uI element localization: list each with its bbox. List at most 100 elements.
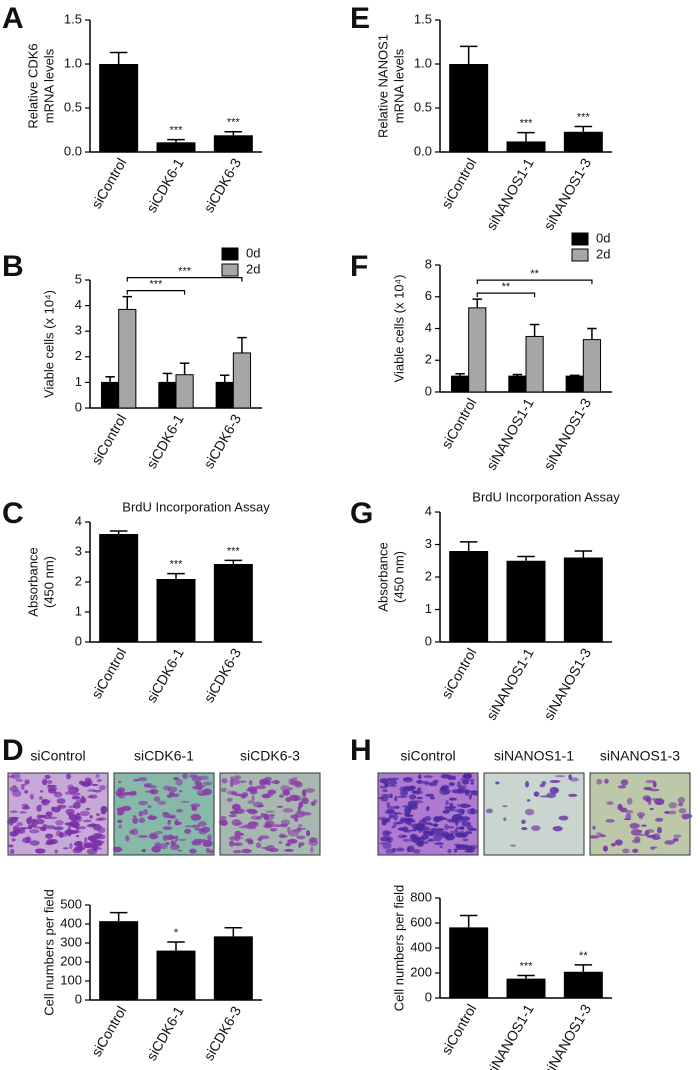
bar [450,375,470,393]
legend-swatch [221,247,239,261]
y-axis-label: Viable cells (x 10⁴) [391,275,406,383]
cell [219,816,227,819]
cell [410,829,417,832]
cell [622,848,630,854]
cell [229,840,235,847]
cell [53,791,63,798]
cell [463,772,472,780]
cell [394,795,398,802]
y-tick-label: 800 [410,889,432,904]
x-tick-label: siCDK6-1 [143,1003,187,1063]
cell [182,773,188,779]
cell [464,831,473,835]
cell [125,835,130,842]
cell [632,848,639,853]
y-tick-label: 2 [425,568,432,583]
y-tick-label: 6 [425,288,432,303]
cell [402,777,412,781]
cell [247,839,254,845]
y-axis-label: Relative NANOS1 [375,34,390,138]
cell [8,816,20,819]
cell [174,835,179,842]
cell [433,832,444,836]
cell [440,774,451,779]
cell [117,790,125,797]
cell [265,810,275,813]
y-axis-label: Absorbance [25,547,40,616]
cell [80,796,87,804]
cell [36,819,45,825]
cell [272,824,282,828]
cell [620,779,629,786]
cell [449,830,455,835]
cell [383,818,389,822]
y-tick-label: 5 [75,271,82,286]
cell [46,825,56,830]
y-tick-label: 1 [75,603,82,618]
x-tick-label: siControl [438,395,479,451]
cell [230,791,237,796]
cell [202,842,212,847]
cell [460,803,470,809]
cell [399,818,411,823]
cell [137,777,148,782]
cell [397,795,408,798]
cell [444,805,448,810]
bar [525,335,544,393]
significance-label: ** [502,281,511,293]
x-tick-label: siNANOS1-1 [483,395,537,473]
bar [506,560,546,642]
cell [34,848,46,854]
cell [138,800,148,806]
cell [682,817,689,820]
cell [389,793,393,799]
cell [446,808,455,812]
cell [521,819,526,824]
image-label: siControl [400,748,455,764]
x-tick-label: siNANOS1-3 [540,395,594,473]
y-tick-label: 0.0 [414,143,432,158]
cell [285,842,291,847]
bar [175,374,194,409]
cell [617,803,623,811]
cell [167,819,171,823]
cell [420,834,429,840]
cell [141,849,147,853]
significance-label: ** [530,268,539,280]
cell [117,781,122,784]
cell [388,814,395,819]
cell [393,813,398,821]
cell [202,788,212,796]
cell [629,822,640,829]
cell [290,780,302,786]
cell [263,824,274,828]
cell [190,813,202,821]
cell [453,818,462,821]
y-tick-label: 500 [60,896,82,911]
cell [525,780,530,788]
cell [460,777,469,782]
image-label: siCDK6-1 [134,748,194,764]
cell [89,815,93,819]
cell [284,848,294,852]
significance-label: *** [227,545,241,557]
cell [71,795,81,800]
cell [650,846,658,849]
cell [280,819,290,826]
cell [62,847,69,850]
cell [421,817,427,823]
y-tick-label: 4 [75,297,82,312]
cell [143,783,151,788]
cell [446,805,457,809]
panel-letter: F [350,250,368,283]
cell [396,847,405,852]
y-axis-label: Absorbance [375,542,390,611]
cell [228,814,237,818]
cell [308,839,319,846]
cell [166,794,173,799]
cell [138,810,144,817]
cell [269,828,278,832]
x-tick-label: siCDK6-1 [143,155,187,215]
cell [241,848,252,854]
cell [654,798,665,806]
